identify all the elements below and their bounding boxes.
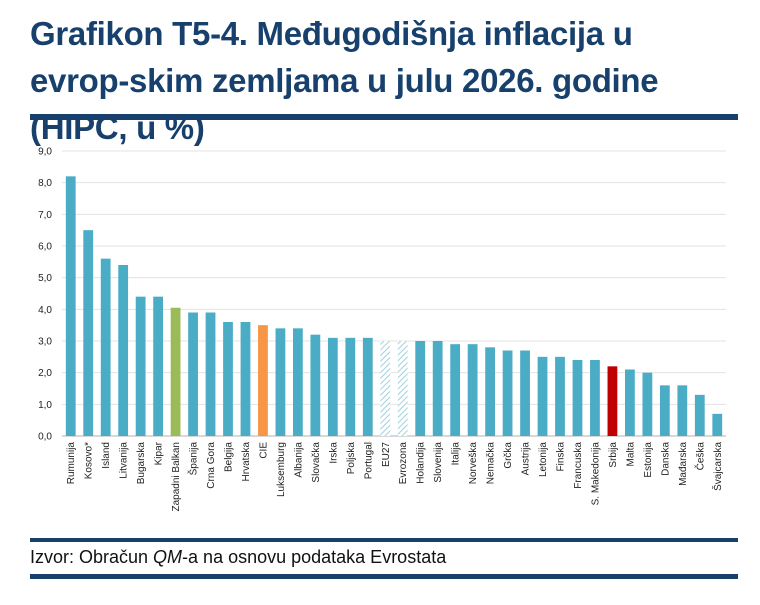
bar bbox=[135, 296, 146, 436]
bar bbox=[590, 360, 600, 436]
x-tick-label: Češka bbox=[693, 442, 706, 471]
x-tick-label: Portugal bbox=[363, 442, 374, 479]
x-axis: Rumunija Kosovo* Island Litvanija Bugarska Ki… bbox=[66, 441, 724, 511]
y-tick-label: 0,0 bbox=[38, 432, 52, 443]
y-tick-label: 1,0 bbox=[38, 400, 52, 411]
x-tick-label: Grčka bbox=[503, 442, 514, 469]
chart-title: Grafikon T5-4. Međugodišnja inflacija u … bbox=[30, 15, 659, 146]
x-tick-label: Srbija bbox=[608, 442, 619, 468]
x-tick-label: Crna Gora bbox=[206, 442, 217, 489]
bar bbox=[502, 350, 513, 436]
x-tick-label: Poljska bbox=[346, 442, 357, 475]
bottom-rule bbox=[30, 574, 738, 579]
x-tick-label: Mađarska bbox=[678, 442, 689, 486]
source-emphasis: QM bbox=[153, 547, 183, 567]
x-tick-label: EU27 bbox=[381, 442, 392, 467]
x-tick-label: Malta bbox=[625, 442, 636, 467]
bar bbox=[65, 176, 76, 437]
x-tick-label: Letonija bbox=[538, 442, 549, 477]
bar bbox=[537, 356, 548, 436]
bar bbox=[467, 344, 478, 436]
bar bbox=[450, 344, 461, 436]
bar bbox=[415, 341, 426, 436]
x-tick-label: Evrozona bbox=[398, 442, 409, 485]
bar bbox=[625, 369, 635, 436]
bar bbox=[485, 347, 495, 436]
x-tick-label: Irska bbox=[328, 442, 339, 464]
bar bbox=[345, 337, 356, 436]
x-tick-label: Kosovo* bbox=[84, 442, 95, 479]
bar bbox=[83, 230, 94, 436]
bar bbox=[153, 296, 163, 436]
x-tick-label: Estonija bbox=[643, 442, 654, 478]
bar bbox=[397, 341, 408, 436]
x-tick-label: Slovenija bbox=[433, 442, 444, 483]
x-tick-label: Slovačka bbox=[311, 442, 322, 483]
bar bbox=[642, 372, 653, 436]
x-tick-label: Zapadni Balkan bbox=[171, 442, 182, 512]
bar bbox=[258, 325, 268, 436]
x-tick-label: Litvanija bbox=[119, 442, 130, 479]
bar bbox=[188, 312, 198, 436]
bar bbox=[520, 350, 530, 436]
bar bbox=[555, 356, 565, 436]
x-tick-label: Austrija bbox=[521, 442, 532, 476]
x-tick-label: Švajcarska bbox=[711, 442, 724, 491]
bar bbox=[432, 341, 443, 436]
y-tick-label: 9,0 bbox=[38, 147, 52, 158]
x-tick-label: Albanija bbox=[293, 442, 304, 478]
source-suffix: -a na osnovu podataka Evrostata bbox=[182, 547, 447, 567]
bar bbox=[712, 413, 723, 436]
source-prefix: Izvor: Obračun bbox=[30, 547, 154, 567]
bar bbox=[607, 366, 618, 436]
bar bbox=[327, 337, 338, 436]
x-tick-label: Norveška bbox=[468, 442, 479, 485]
x-tick-label: Belgija bbox=[224, 442, 235, 472]
x-tick-label: Island bbox=[101, 442, 112, 469]
x-tick-label: Italija bbox=[451, 442, 462, 466]
middle-rule bbox=[30, 538, 738, 542]
y-tick-label: 7,0 bbox=[38, 210, 52, 221]
x-tick-label: Hrvatska bbox=[241, 442, 252, 482]
x-tick-label: Holandija bbox=[416, 442, 427, 484]
bar bbox=[170, 307, 181, 436]
bar bbox=[100, 258, 111, 436]
y-tick-label: 2,0 bbox=[38, 368, 52, 379]
y-axis: 0,0 1,0 2,0 3,0 4,0 5,0 6,0 7,0 8,0 9,0 bbox=[38, 147, 52, 443]
y-tick-label: 6,0 bbox=[38, 242, 52, 253]
y-tick-label: 8,0 bbox=[38, 178, 52, 189]
y-tick-label: 5,0 bbox=[38, 273, 52, 284]
bar bbox=[694, 394, 705, 436]
x-tick-label: Nemačka bbox=[486, 442, 497, 485]
y-tick-label: 3,0 bbox=[38, 337, 52, 348]
x-tick-label: Luksemburg bbox=[276, 442, 287, 497]
x-tick-label: Rumunija bbox=[66, 442, 77, 485]
y-tick-label: 4,0 bbox=[38, 305, 52, 316]
x-tick-label: Španija bbox=[187, 442, 200, 476]
bar bbox=[310, 334, 321, 436]
x-tick-label: Danska bbox=[660, 442, 671, 476]
x-tick-label: Bugarska bbox=[136, 442, 147, 485]
bar bbox=[572, 360, 583, 436]
bar bbox=[223, 322, 233, 436]
top-rule bbox=[30, 114, 738, 120]
bar bbox=[380, 341, 391, 436]
x-tick-label: Kipar bbox=[154, 441, 165, 465]
source-note: Izvor: Obračun QM-a na osnovu podataka E… bbox=[30, 545, 738, 569]
bar bbox=[240, 322, 251, 436]
bars bbox=[65, 176, 723, 437]
bar bbox=[677, 385, 688, 436]
bar bbox=[205, 312, 216, 436]
x-tick-label: CIE bbox=[258, 442, 269, 459]
bar bbox=[293, 328, 303, 436]
bar bbox=[275, 328, 286, 436]
x-tick-label: Francuska bbox=[573, 442, 584, 489]
bar-chart: 0,0 1,0 2,0 3,0 4,0 5,0 6,0 7,0 8,0 9,0 Rumunija K… bbox=[38, 147, 726, 512]
x-tick-label: S. Makedonija bbox=[590, 442, 601, 506]
bar bbox=[118, 265, 129, 436]
bar bbox=[362, 337, 373, 436]
bar bbox=[659, 385, 670, 436]
x-tick-label: Finska bbox=[556, 442, 567, 472]
